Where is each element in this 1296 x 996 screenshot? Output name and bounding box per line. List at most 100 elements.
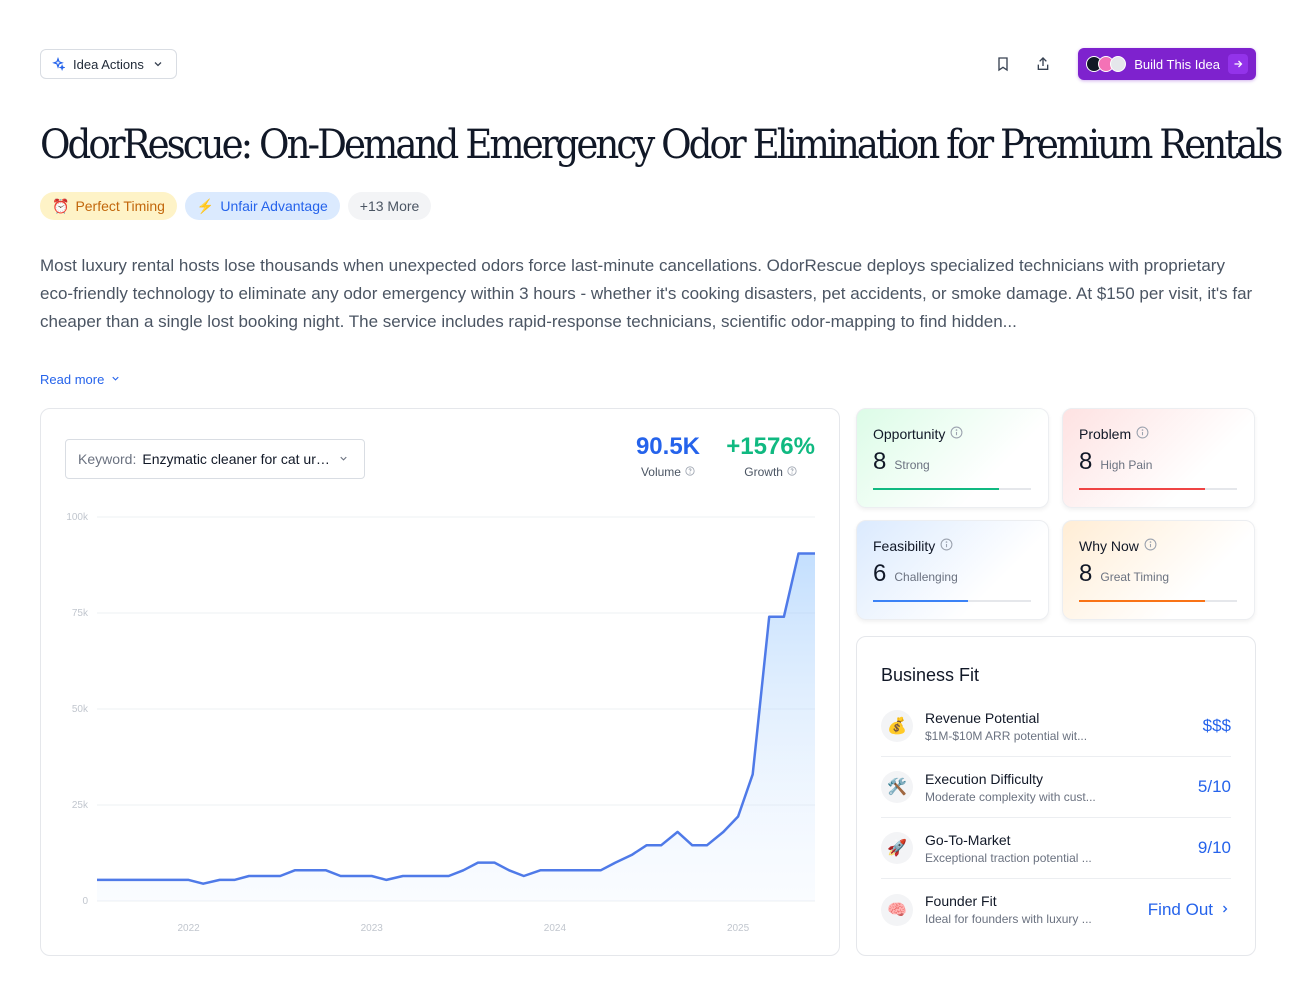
idea-actions-button[interactable]: Idea Actions <box>40 49 177 79</box>
arrow-right-icon <box>1228 54 1248 74</box>
score-bar-track <box>873 600 1031 602</box>
business-fit-row-founder[interactable]: 🧠 Founder Fit Ideal for founders with lux… <box>881 879 1231 940</box>
growth-metric: +1576% Growth <box>726 433 815 479</box>
tag-unfair-advantage[interactable]: ⚡ Unfair Advantage <box>184 192 340 220</box>
business-fit-row-execution[interactable]: 🛠️ Execution Difficulty Moderate complexi… <box>881 757 1231 818</box>
row-value-text: Find Out <box>1147 899 1213 919</box>
score-word: High Pain <box>1100 458 1153 472</box>
score-card-opportunity[interactable]: Opportunity 8 Strong <box>856 408 1049 508</box>
logo-three-icon <box>1110 56 1127 72</box>
chevron-down-icon <box>338 451 349 467</box>
row-value-text: 5/10 <box>1197 777 1231 796</box>
series-line <box>97 552 815 885</box>
chevron-down-icon <box>152 58 164 70</box>
business-fit-title: Business Fit <box>881 665 980 685</box>
trend-chart: 0 25k 50k 75k 100k 2022 2023 2024 2025 <box>66 512 815 934</box>
build-label: Build This Idea <box>1134 56 1220 72</box>
x-tick-label: 2024 <box>544 923 567 934</box>
row-subtext: Ideal for founders with luxury ... <box>925 912 1092 926</box>
score-title: Why Now <box>1079 538 1139 554</box>
read-more-link[interactable]: Read more <box>40 372 121 387</box>
volume-label: Volume <box>640 465 681 479</box>
volume-metric: 90.5K Volume <box>636 433 700 479</box>
row-subtext: Moderate complexity with cust... <box>925 789 1096 804</box>
growth-value: +1576% <box>726 433 815 460</box>
info-icon[interactable] <box>1144 538 1157 554</box>
score-bar-fill <box>1079 600 1206 602</box>
idea-actions-label: Idea Actions <box>73 56 144 72</box>
score-card-why-now[interactable]: Why Now 8 Great Timing <box>1062 520 1255 620</box>
info-icon[interactable] <box>950 426 963 442</box>
y-tick-label: 0 <box>82 896 88 907</box>
tools-icon: 🛠️ <box>881 771 913 803</box>
score-bar-track <box>873 488 1031 490</box>
x-tick-label: 2025 <box>727 923 750 934</box>
row-name: Execution Difficulty <box>925 770 1044 787</box>
score-title: Problem <box>1079 426 1132 442</box>
score-value: 8 <box>873 448 887 475</box>
score-word: Challenging <box>894 570 958 584</box>
keyword-select[interactable]: Keyword: Enzymatic cleaner for cat urine <box>65 439 365 479</box>
business-fit-card: Business Fit 💰 Revenue Potential $1M-$10M… <box>856 636 1256 956</box>
row-subtext: $1M-$10M ARR potential wit... <box>925 728 1088 743</box>
y-tick-label: 100k <box>66 512 89 523</box>
share-icon[interactable] <box>1030 51 1056 77</box>
growth-label: Growth <box>744 465 783 479</box>
score-title: Opportunity <box>873 426 946 442</box>
y-tick-label: 25k <box>72 800 89 811</box>
tool-logos <box>1086 56 1127 72</box>
rocket-icon: 🚀 <box>881 832 913 864</box>
info-icon[interactable] <box>1136 426 1149 442</box>
row-name: Founder Fit <box>925 893 997 909</box>
row-subtext: Exceptional traction potential ... <box>925 850 1092 865</box>
alarm-clock-icon: ⏰ <box>52 197 70 214</box>
x-tick-label: 2023 <box>361 923 384 934</box>
score-value: 8 <box>1079 560 1093 587</box>
help-icon[interactable] <box>685 465 695 479</box>
sparkle-icon <box>51 57 65 71</box>
top-bar: Idea Actions Build This Idea <box>40 48 1256 80</box>
tag-label: Unfair Advantage <box>220 198 328 214</box>
row-name: Go-To-Market <box>925 831 1011 848</box>
x-tick-label: 2022 <box>177 923 200 934</box>
score-bar-track <box>1079 600 1237 602</box>
trend-chart-card: Keyword: Enzymatic cleaner for cat urine… <box>40 408 840 956</box>
chevron-right-icon <box>1219 900 1231 920</box>
score-value: 6 <box>873 560 887 587</box>
row-value-text: 9/10 <box>1197 838 1231 857</box>
tag-perfect-timing[interactable]: ⏰ Perfect Timing <box>40 192 177 220</box>
read-more-label: Read more <box>40 372 105 387</box>
page-title: OdorRescue: On-Demand Emergency Odor Eli… <box>40 122 1284 168</box>
row-value: 9/10 <box>1198 838 1231 858</box>
y-tick-label: 50k <box>72 704 89 715</box>
score-bar-fill <box>873 600 968 602</box>
score-card-feasibility[interactable]: Feasibility 6 Challenging <box>856 520 1049 620</box>
score-card-problem[interactable]: Problem 8 High Pain <box>1062 408 1255 508</box>
y-tick-label: 75k <box>72 608 89 619</box>
find-out-link[interactable]: Find Out <box>1148 900 1231 920</box>
series-area <box>97 553 815 901</box>
business-fit-row-revenue[interactable]: 💰 Revenue Potential $1M-$10M ARR potentia… <box>881 696 1231 757</box>
tag-label: Perfect Timing <box>75 198 165 214</box>
score-title: Feasibility <box>873 538 936 554</box>
score-word: Strong <box>894 458 930 472</box>
lightning-icon: ⚡ <box>196 197 215 214</box>
score-word: Great Timing <box>1100 570 1170 584</box>
bookmark-icon[interactable] <box>990 51 1016 77</box>
build-this-idea-button[interactable]: Build This Idea <box>1078 48 1256 80</box>
info-icon[interactable] <box>940 538 953 554</box>
row-value: 5/10 <box>1198 777 1231 797</box>
help-icon[interactable] <box>787 465 797 479</box>
keyword-label: Keyword: <box>78 451 137 467</box>
tag-list: ⏰ Perfect Timing ⚡ Unfair Advantage +13 … <box>40 192 432 220</box>
tag-more[interactable]: +13 More <box>347 192 432 220</box>
business-fit-row-gtm[interactable]: 🚀 Go-To-Market Exceptional traction poten… <box>881 818 1231 879</box>
score-bar-fill <box>1079 488 1206 490</box>
row-value-text: $$$ <box>1202 716 1231 735</box>
tag-label: +13 More <box>359 198 420 214</box>
brain-icon: 🧠 <box>881 893 913 926</box>
row-name: Revenue Potential <box>925 709 1040 726</box>
chevron-down-icon <box>110 372 121 387</box>
score-bar-track <box>1079 488 1237 490</box>
volume-value: 90.5K <box>635 433 700 460</box>
